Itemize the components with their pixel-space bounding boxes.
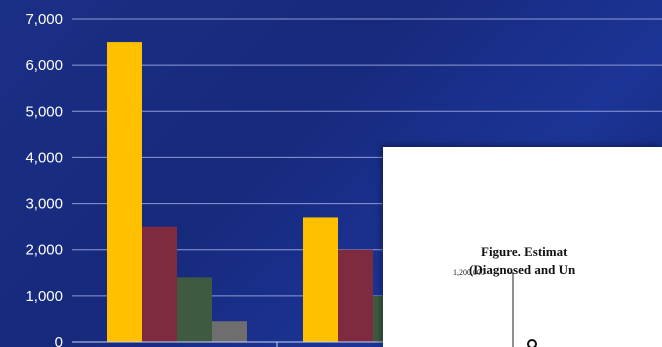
bar-group1-series2 (142, 226, 177, 342)
bar-group1-series4 (212, 321, 247, 342)
y-tick-label: 4,000 (25, 149, 63, 166)
y-tick-label: 0 (55, 334, 63, 347)
bar-group2-series2 (338, 249, 373, 342)
embedded-figure-title-line1: Figure. Estimat (481, 244, 568, 259)
bar-group1-series1 (107, 42, 142, 342)
y-axis-tick-labels: 0 1,000 2,000 3,000 4,000 5,000 6,000 7,000 (25, 11, 63, 347)
y-tick-label: 1,000 (25, 288, 63, 305)
embedded-figure-panel: Figure. Estimat (Diagnosed and Un 1,200,… (383, 147, 662, 347)
y-tick-label: 7,000 (25, 11, 63, 28)
embedded-figure-data-marker (527, 339, 537, 347)
embedded-figure-title: Figure. Estimat (Diagnosed and Un (469, 243, 575, 279)
embedded-figure-axis (509, 272, 537, 347)
bar-series (107, 42, 408, 342)
y-tick-label: 6,000 (25, 57, 63, 74)
bar-group1-series3 (177, 277, 212, 342)
y-tick-label: 3,000 (25, 196, 63, 213)
embedded-figure-y-tick: 1,200,000 (453, 268, 485, 277)
embedded-figure-title-line2: (Diagnosed and Un (469, 262, 576, 277)
bar-group2-series1 (303, 217, 338, 342)
y-tick-label: 2,000 (25, 242, 63, 259)
y-tick-label: 5,000 (25, 103, 63, 120)
